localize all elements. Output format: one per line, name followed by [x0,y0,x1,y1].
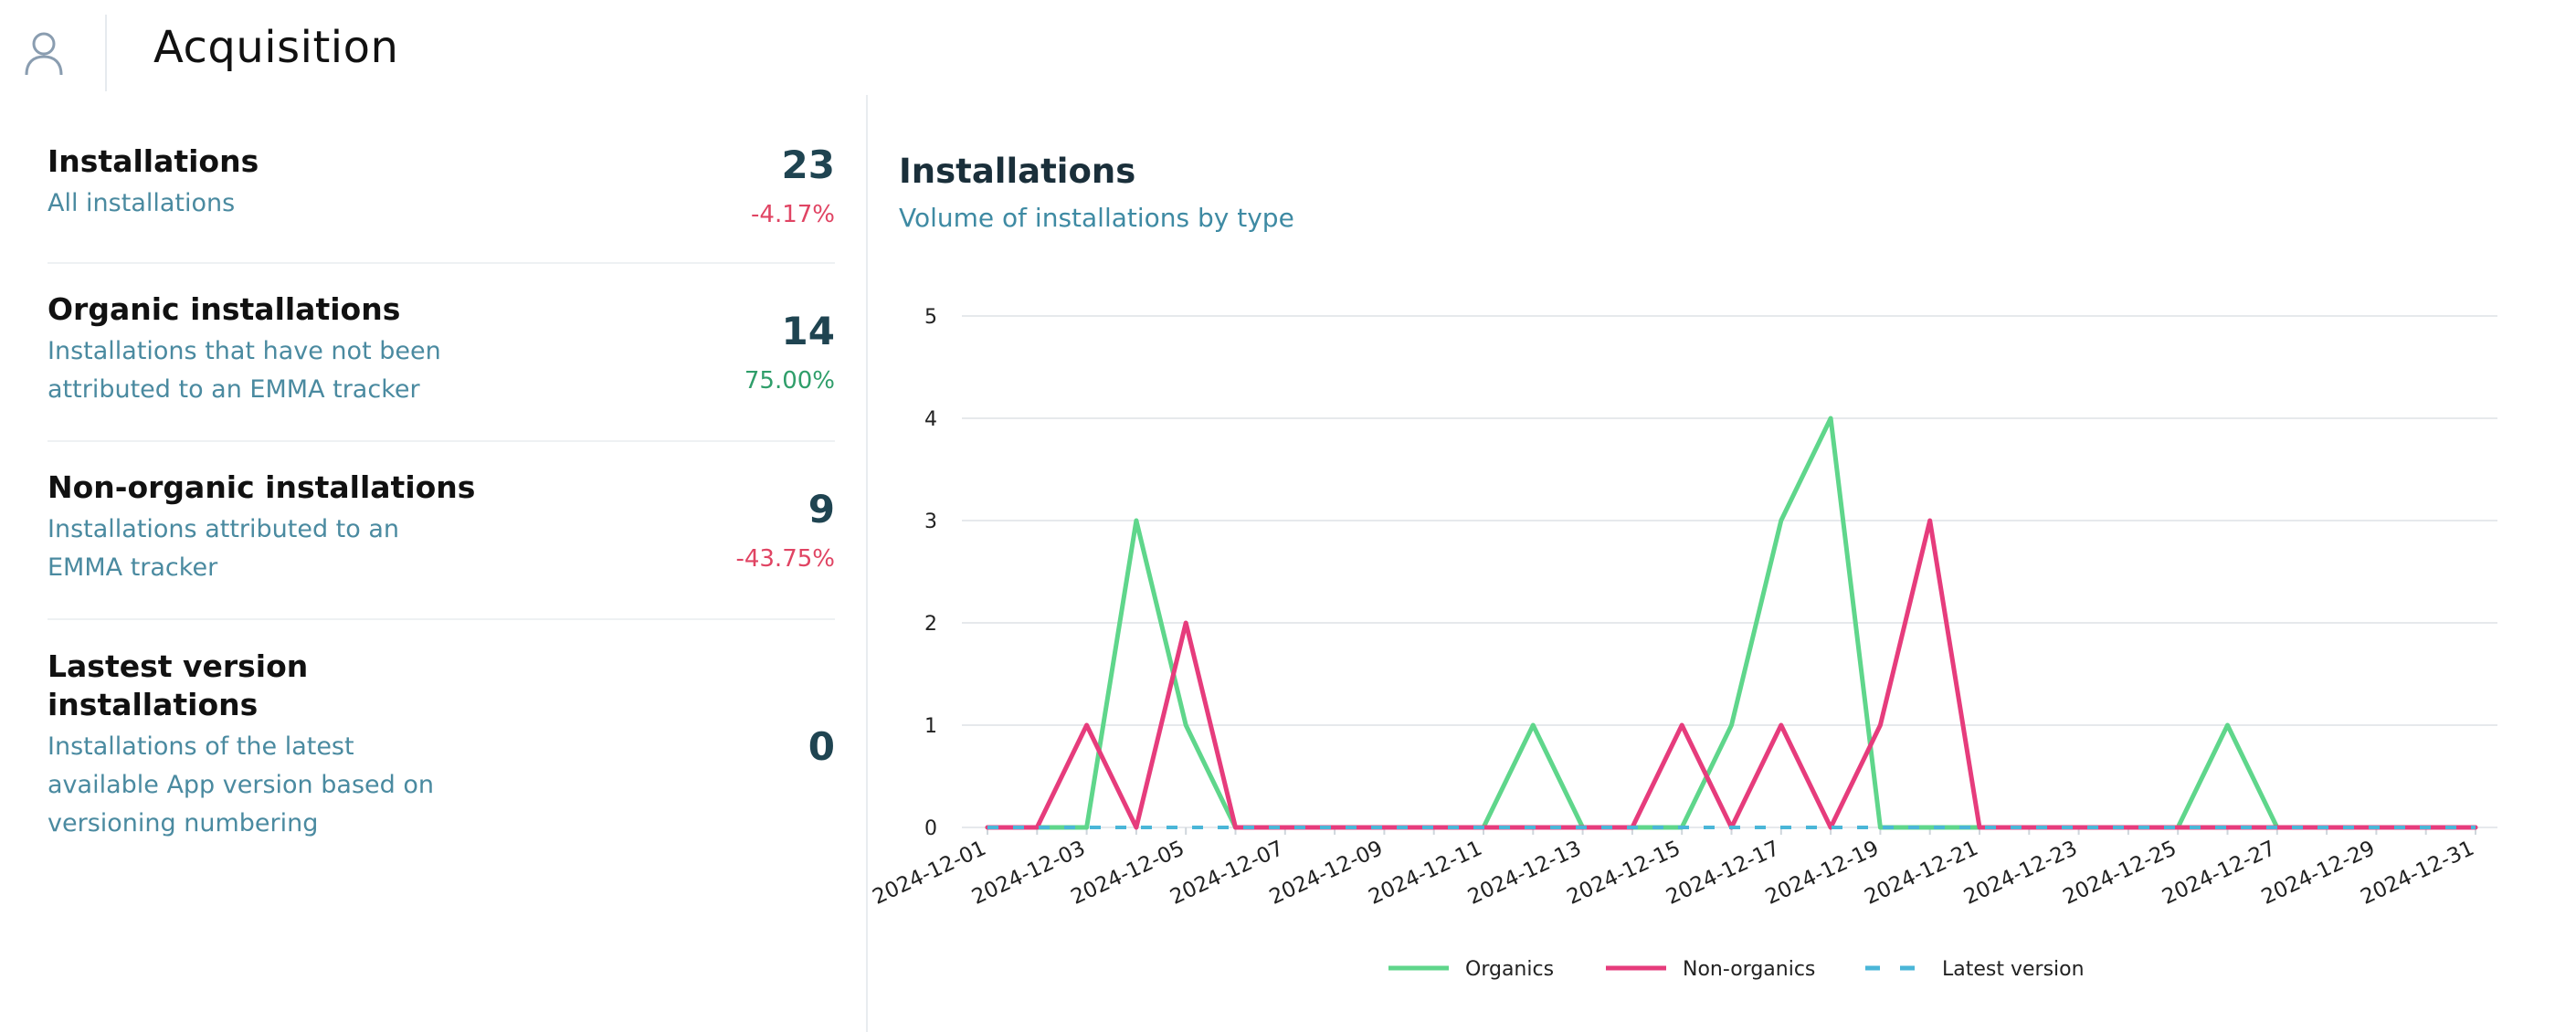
metric-value: 23 [781,142,835,187]
x-tick-label: 2024-12-15 [1564,837,1684,910]
metric-delta: -43.75% [735,545,835,573]
divider [48,618,835,620]
x-tick-label: 2024-12-09 [1266,837,1387,910]
metric-description-line: Installations attributed to an [48,515,400,543]
metric-name: Organic installations [48,291,401,327]
metric-description-line: EMMA tracker [48,553,218,582]
x-tick-label: 2024-12-03 [968,837,1089,910]
metric-delta: -4.17% [751,201,835,228]
metric-description-line: versioning numbering [48,809,319,837]
divider [48,262,835,264]
metric-name: Non-organic installations [48,469,476,505]
metric-value: 0 [808,724,835,769]
y-tick-label: 1 [924,715,937,738]
y-tick-label: 3 [924,511,937,533]
x-tick-label: 2024-12-29 [2258,837,2379,910]
legend-item-organics[interactable]: Organics [1388,958,1554,981]
metric-name: Installations [48,143,259,179]
metric-name-line: Lastest version [48,648,309,684]
installations-chart-card: Installations Volume of installations by… [870,95,2576,1032]
metric-description: Installations of the latest available Ap… [48,728,835,843]
metric-organic-installations[interactable]: Organic installations Installations that… [48,290,835,409]
legend-label: Latest version [1942,958,2085,981]
x-tick-label: 2024-12-13 [1464,837,1585,910]
metric-description: Installations attributed to an EMMA trac… [48,511,835,587]
metric-description-line: Installations that have not been [48,337,441,365]
metric-name: Lastest version installations [48,648,835,724]
metric-description: All installations [48,184,835,223]
metric-latest-version-installations[interactable]: Lastest version installations Installati… [48,648,835,843]
page-title: Acquisition [153,22,399,73]
metric-description-line: available App version based on [48,771,434,799]
metrics-panel: Installations All installations 23 -4.17… [0,95,868,1032]
x-tick-label: 2024-12-17 [1663,837,1783,910]
metric-description-line: attributed to an EMMA tracker [48,375,420,404]
x-tick-label: 2024-12-01 [870,837,990,910]
x-tick-label: 2024-12-11 [1365,837,1485,910]
legend-label: Organics [1465,958,1554,981]
metric-name-line: installations [48,687,259,722]
divider [48,440,835,442]
x-tick-label: 2024-12-19 [1762,837,1883,910]
y-tick-label: 2 [924,613,937,636]
x-tick-label: 2024-12-07 [1167,837,1287,910]
y-tick-label: 5 [924,306,937,329]
legend-item-non-organics[interactable]: Non-organics [1606,958,1815,981]
y-tick-label: 4 [924,408,937,431]
x-tick-label: 2024-12-31 [2357,837,2477,910]
metric-description-line: Installations of the latest [48,732,354,761]
x-tick-label: 2024-12-21 [1861,837,1981,910]
user-icon[interactable] [24,31,64,77]
page-header: Acquisition [0,0,2576,95]
legend-label: Non-organics [1683,958,1815,981]
legend-item-latest-version[interactable]: Latest version [1865,958,2085,981]
chart-subtitle: Volume of installations by type [899,203,1294,233]
metric-description: Installations that have not been attribu… [48,332,835,409]
metric-value: 9 [808,487,835,532]
metric-value: 14 [781,309,835,353]
y-tick-label: 0 [924,817,937,840]
metric-delta: 75.00% [744,367,835,395]
chart-title: Installations [899,152,1136,191]
x-tick-label: 2024-12-23 [1960,837,2081,910]
x-tick-label: 2024-12-05 [1068,837,1188,910]
metric-description-line: All installations [48,189,236,217]
header-divider [105,15,107,91]
metric-installations[interactable]: Installations All installations 23 -4.17… [48,142,835,228]
installations-line-chart[interactable]: 0123452024-12-012024-12-032024-12-052024… [870,95,2576,1032]
x-tick-label: 2024-12-27 [2159,837,2279,910]
metric-non-organic-installations[interactable]: Non-organic installations Installations … [48,469,835,587]
x-tick-label: 2024-12-25 [2060,837,2180,910]
